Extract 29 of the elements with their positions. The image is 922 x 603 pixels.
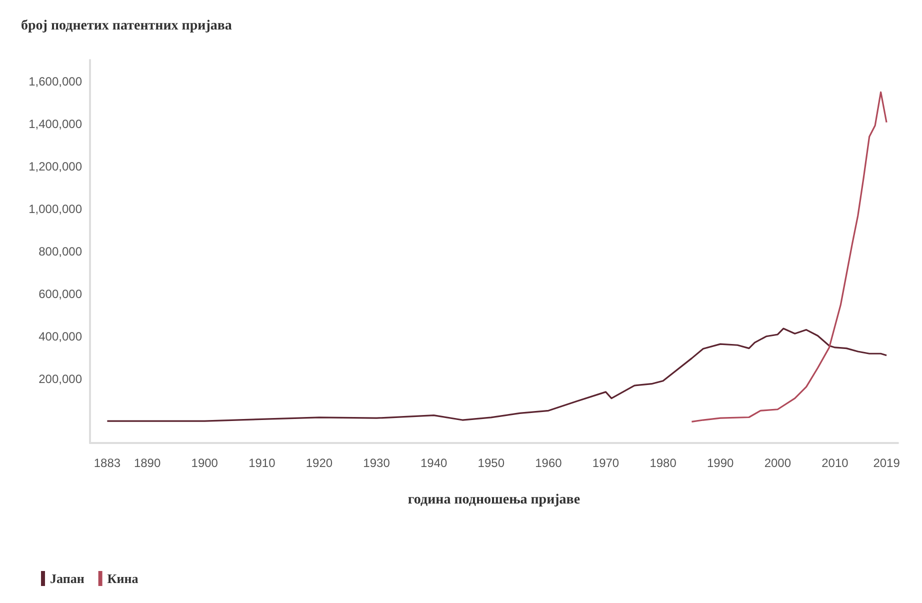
x-tick-label: 1940 [420, 456, 448, 470]
x-tick-label: 1883 [94, 456, 121, 470]
y-tick-label: 200,000 [38, 372, 82, 386]
x-tick-label: 1890 [134, 456, 161, 470]
x-tick-label: 1980 [650, 456, 677, 470]
y-tick-label: 1,600,000 [28, 74, 82, 88]
y-tick-label: 400,000 [38, 330, 82, 344]
legend-label: Јапан [50, 571, 85, 586]
x-tick-label: 1950 [478, 456, 505, 470]
y-tick-label: 1,400,000 [28, 116, 82, 131]
x-tick-label: 1930 [363, 456, 390, 470]
y-tick-label: 800,000 [38, 244, 82, 258]
x-axis-title: година подношења пријаве [408, 492, 580, 508]
x-tick-label: 1970 [592, 456, 620, 470]
y-tick-label: 1,200,000 [28, 159, 82, 174]
y-tick-label: 1,000,000 [28, 202, 82, 216]
y-tick-label: 600,000 [38, 287, 82, 302]
x-tick-label: 2019 [873, 456, 900, 470]
line-series [690, 91, 888, 423]
x-tick-label: 1990 [707, 456, 734, 470]
y-axis-title: број поднетих патентних пријава [21, 18, 232, 34]
x-tick-label: 2000 [764, 456, 792, 470]
x-tick-label: 1910 [248, 456, 276, 470]
legend-label: Кина [107, 571, 139, 586]
x-tick-label: 1900 [191, 456, 218, 470]
line-series [106, 328, 888, 422]
x-tick-label: 1960 [535, 456, 562, 470]
x-tick-label: 1920 [306, 456, 333, 470]
x-tick-label: 2010 [822, 456, 849, 470]
